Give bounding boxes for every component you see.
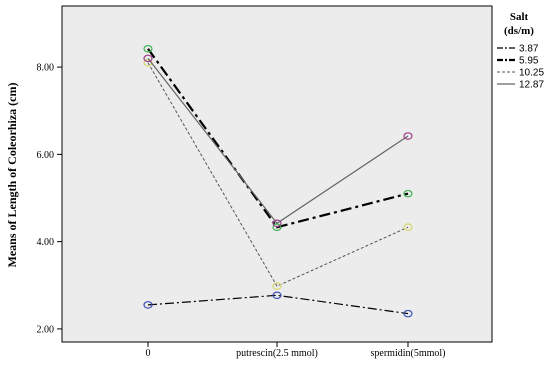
legend-label: 10.25 [519, 68, 544, 79]
y-tick-label: 8.00 [37, 63, 55, 74]
data-point-marker [143, 44, 153, 53]
y-axis-title: Means of Length of Coleorhiza (cm) [5, 83, 19, 268]
data-point-marker [403, 223, 413, 232]
series-line-10-25 [147, 62, 409, 287]
data-point-marker [403, 309, 413, 318]
y-tick-label: 4.00 [37, 237, 55, 248]
data-point-marker [403, 132, 413, 140]
legend-title-line-2: (ds/m) [504, 25, 534, 37]
series-group [143, 44, 413, 318]
data-point-marker [272, 219, 282, 228]
x-axis: 0 putrescin(2.5 mmol) spermidin(5mmol) [146, 342, 446, 359]
x-tick-label: spermidin(5mmol) [371, 348, 446, 359]
legend-label: 5.95 [519, 56, 539, 67]
y-axis: 2.00 4.00 6.00 8.00 [37, 63, 62, 335]
data-point-marker [403, 189, 413, 198]
data-point-marker [272, 291, 282, 300]
data-point-marker [143, 54, 153, 63]
y-tick-label: 6.00 [37, 150, 55, 161]
x-tick-label: 0 [146, 348, 151, 359]
x-tick-label: putrescin(2.5 mmol) [236, 348, 318, 359]
series-line-3-87 [147, 294, 409, 315]
series-line-5-95 [147, 48, 409, 229]
y-tick-label: 2.00 [37, 324, 55, 335]
legend-label: 3.87 [519, 44, 539, 55]
data-point-marker [272, 282, 282, 290]
data-point-marker [143, 301, 153, 309]
legend-label: 12.87 [519, 80, 544, 91]
legend-title-line-1: Salt [510, 11, 529, 23]
data-point-marker [272, 223, 282, 232]
series-line-12-87 [147, 57, 409, 225]
